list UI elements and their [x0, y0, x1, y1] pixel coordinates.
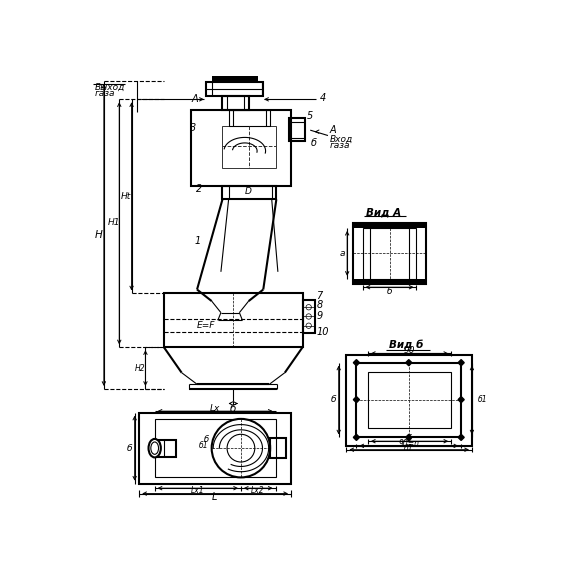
Polygon shape	[458, 434, 464, 440]
Text: H2: H2	[135, 364, 145, 373]
Text: б: б	[230, 404, 236, 414]
Polygon shape	[458, 397, 464, 403]
Text: 5: 5	[306, 112, 312, 121]
Text: А: А	[329, 125, 336, 135]
Polygon shape	[406, 434, 412, 440]
Text: б1: б1	[404, 444, 413, 453]
Ellipse shape	[227, 434, 255, 462]
Bar	[362, 228, 416, 279]
Text: б1: б1	[477, 395, 487, 404]
Text: 90: 90	[404, 346, 415, 355]
Bar	[164, 293, 302, 347]
Bar	[229, 110, 270, 126]
Bar	[223, 186, 277, 200]
Text: 1: 1	[195, 236, 201, 246]
Bar	[352, 223, 426, 284]
Text: Lx1: Lx1	[191, 486, 205, 495]
Polygon shape	[458, 360, 464, 366]
Bar	[352, 279, 426, 284]
Text: б: б	[330, 395, 336, 404]
Bar	[289, 118, 305, 141]
Text: Lx: Lx	[210, 404, 220, 413]
Polygon shape	[406, 360, 412, 366]
Text: б1: б1	[199, 442, 209, 450]
Text: 4: 4	[320, 93, 327, 103]
Text: б: б	[310, 138, 316, 148]
Text: б: б	[127, 444, 132, 453]
Bar	[211, 77, 258, 82]
Bar	[347, 355, 472, 446]
Text: 7: 7	[316, 291, 323, 301]
Bar	[139, 413, 291, 484]
Text: А: А	[192, 95, 199, 105]
Ellipse shape	[151, 442, 159, 454]
Text: Вид б: Вид б	[389, 340, 424, 351]
Bar	[206, 82, 263, 96]
Bar	[352, 223, 426, 228]
Text: б: б	[387, 287, 392, 296]
Text: 2: 2	[196, 185, 203, 194]
Polygon shape	[353, 397, 360, 403]
Text: E=F: E=F	[197, 321, 215, 330]
Polygon shape	[353, 360, 360, 366]
Text: Вход: Вход	[329, 135, 353, 144]
Text: 3: 3	[190, 123, 196, 133]
Text: б: б	[407, 434, 412, 443]
Text: б: б	[204, 435, 209, 444]
Ellipse shape	[149, 439, 161, 457]
Ellipse shape	[306, 323, 311, 328]
Bar	[302, 300, 315, 333]
Bar	[356, 363, 461, 437]
Bar	[155, 419, 275, 477]
Ellipse shape	[306, 304, 311, 310]
Ellipse shape	[211, 419, 270, 477]
Text: Выход: Выход	[95, 82, 125, 92]
Text: H: H	[95, 230, 102, 240]
Text: газа: газа	[329, 141, 350, 150]
Text: D: D	[245, 187, 252, 196]
Bar	[368, 372, 451, 428]
Text: Ht: Ht	[121, 192, 131, 201]
Text: H1: H1	[108, 218, 120, 227]
Text: 10: 10	[316, 327, 329, 337]
Ellipse shape	[306, 314, 311, 319]
Text: газа: газа	[95, 89, 115, 98]
Text: 8: 8	[316, 300, 323, 310]
Text: Lx2: Lx2	[251, 486, 265, 495]
Text: L: L	[212, 492, 218, 502]
Text: 9: 9	[316, 311, 323, 321]
Bar	[155, 440, 176, 457]
Text: а: а	[340, 249, 346, 258]
Bar	[191, 110, 291, 186]
Text: 90=n: 90=n	[398, 439, 419, 448]
Text: Вид А: Вид А	[366, 207, 401, 217]
Bar	[223, 126, 277, 168]
Bar	[270, 438, 286, 458]
Bar	[223, 96, 249, 110]
Polygon shape	[353, 434, 360, 440]
